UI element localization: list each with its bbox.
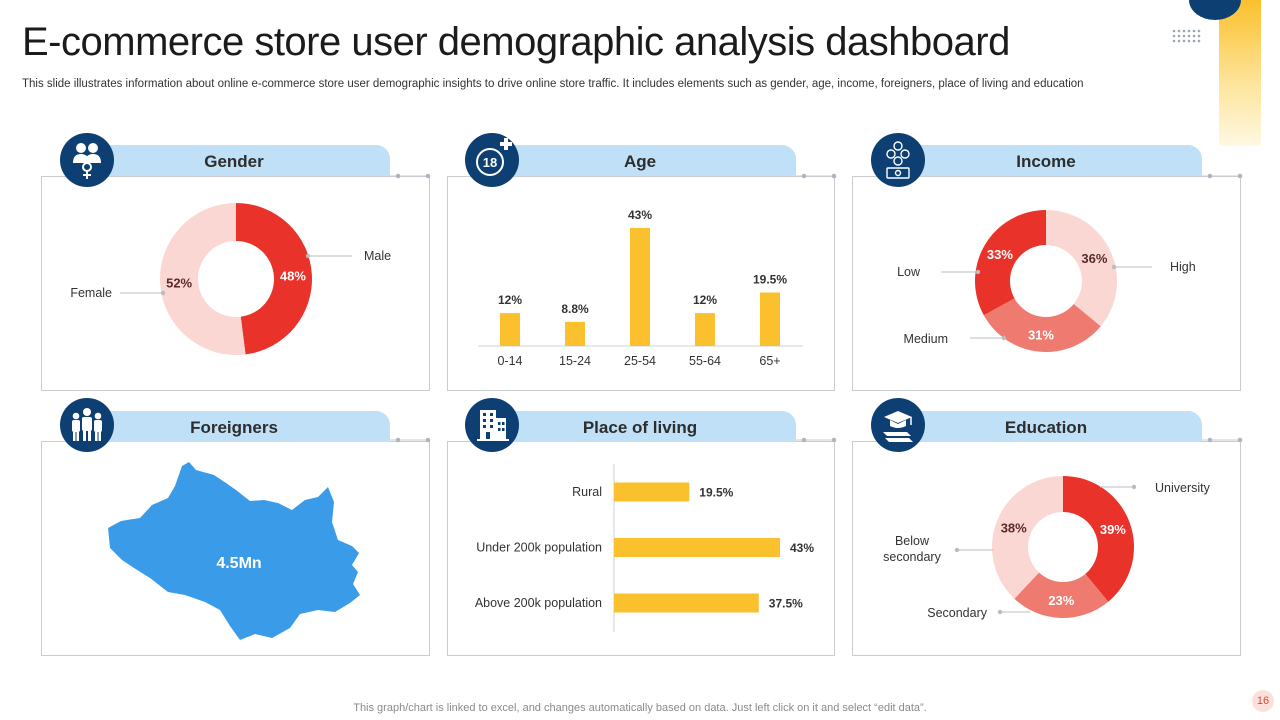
place-panel	[447, 441, 835, 656]
foreigners-tab: Foreigners	[78, 411, 390, 442]
gender-tab: Gender	[78, 145, 390, 176]
gender-tab-label: Gender	[204, 152, 264, 171]
building-icon	[465, 398, 519, 452]
page-subtitle: This slide illustrates information about…	[22, 78, 1084, 90]
gender-tab-connector	[390, 173, 431, 179]
age-18-plus-icon: 18	[465, 133, 519, 187]
footer-note: This graph/chart is linked to excel, and…	[353, 702, 927, 714]
income-tab-label: Income	[1016, 152, 1076, 171]
foreigners-tab-label: Foreigners	[190, 418, 278, 437]
gender-icon	[60, 133, 114, 187]
dot-grid-decoration	[1172, 29, 1201, 43]
age-tab-connector	[796, 173, 837, 179]
place-tab-connector	[796, 437, 837, 443]
foreigners-tab-connector	[390, 437, 431, 443]
yellow-accent-bar	[1219, 0, 1261, 146]
page-title: E-commerce store user demographic analys…	[22, 20, 1010, 64]
page-number: 16	[1252, 690, 1274, 712]
income-tab-connector	[1202, 173, 1243, 179]
graduation-cap-icon	[871, 398, 925, 452]
people-group-icon	[60, 398, 114, 452]
education-tab-connector	[1202, 437, 1243, 443]
education-panel	[852, 441, 1241, 656]
income-panel	[852, 176, 1241, 391]
place-tab: Place of living	[484, 411, 796, 442]
gender-panel	[41, 176, 430, 391]
education-tab: Education	[890, 411, 1202, 442]
money-icon	[871, 133, 925, 187]
svg-text:18: 18	[483, 155, 497, 170]
education-tab-label: Education	[1004, 418, 1088, 437]
income-tab: Income	[890, 145, 1202, 176]
age-panel	[447, 176, 835, 391]
foreigners-panel	[41, 441, 430, 656]
age-tab: Age	[484, 145, 796, 176]
age-tab-label: Age	[623, 152, 657, 171]
blue-semicircle-decoration	[1189, 0, 1241, 20]
place-tab-label: Place of living	[582, 418, 698, 437]
